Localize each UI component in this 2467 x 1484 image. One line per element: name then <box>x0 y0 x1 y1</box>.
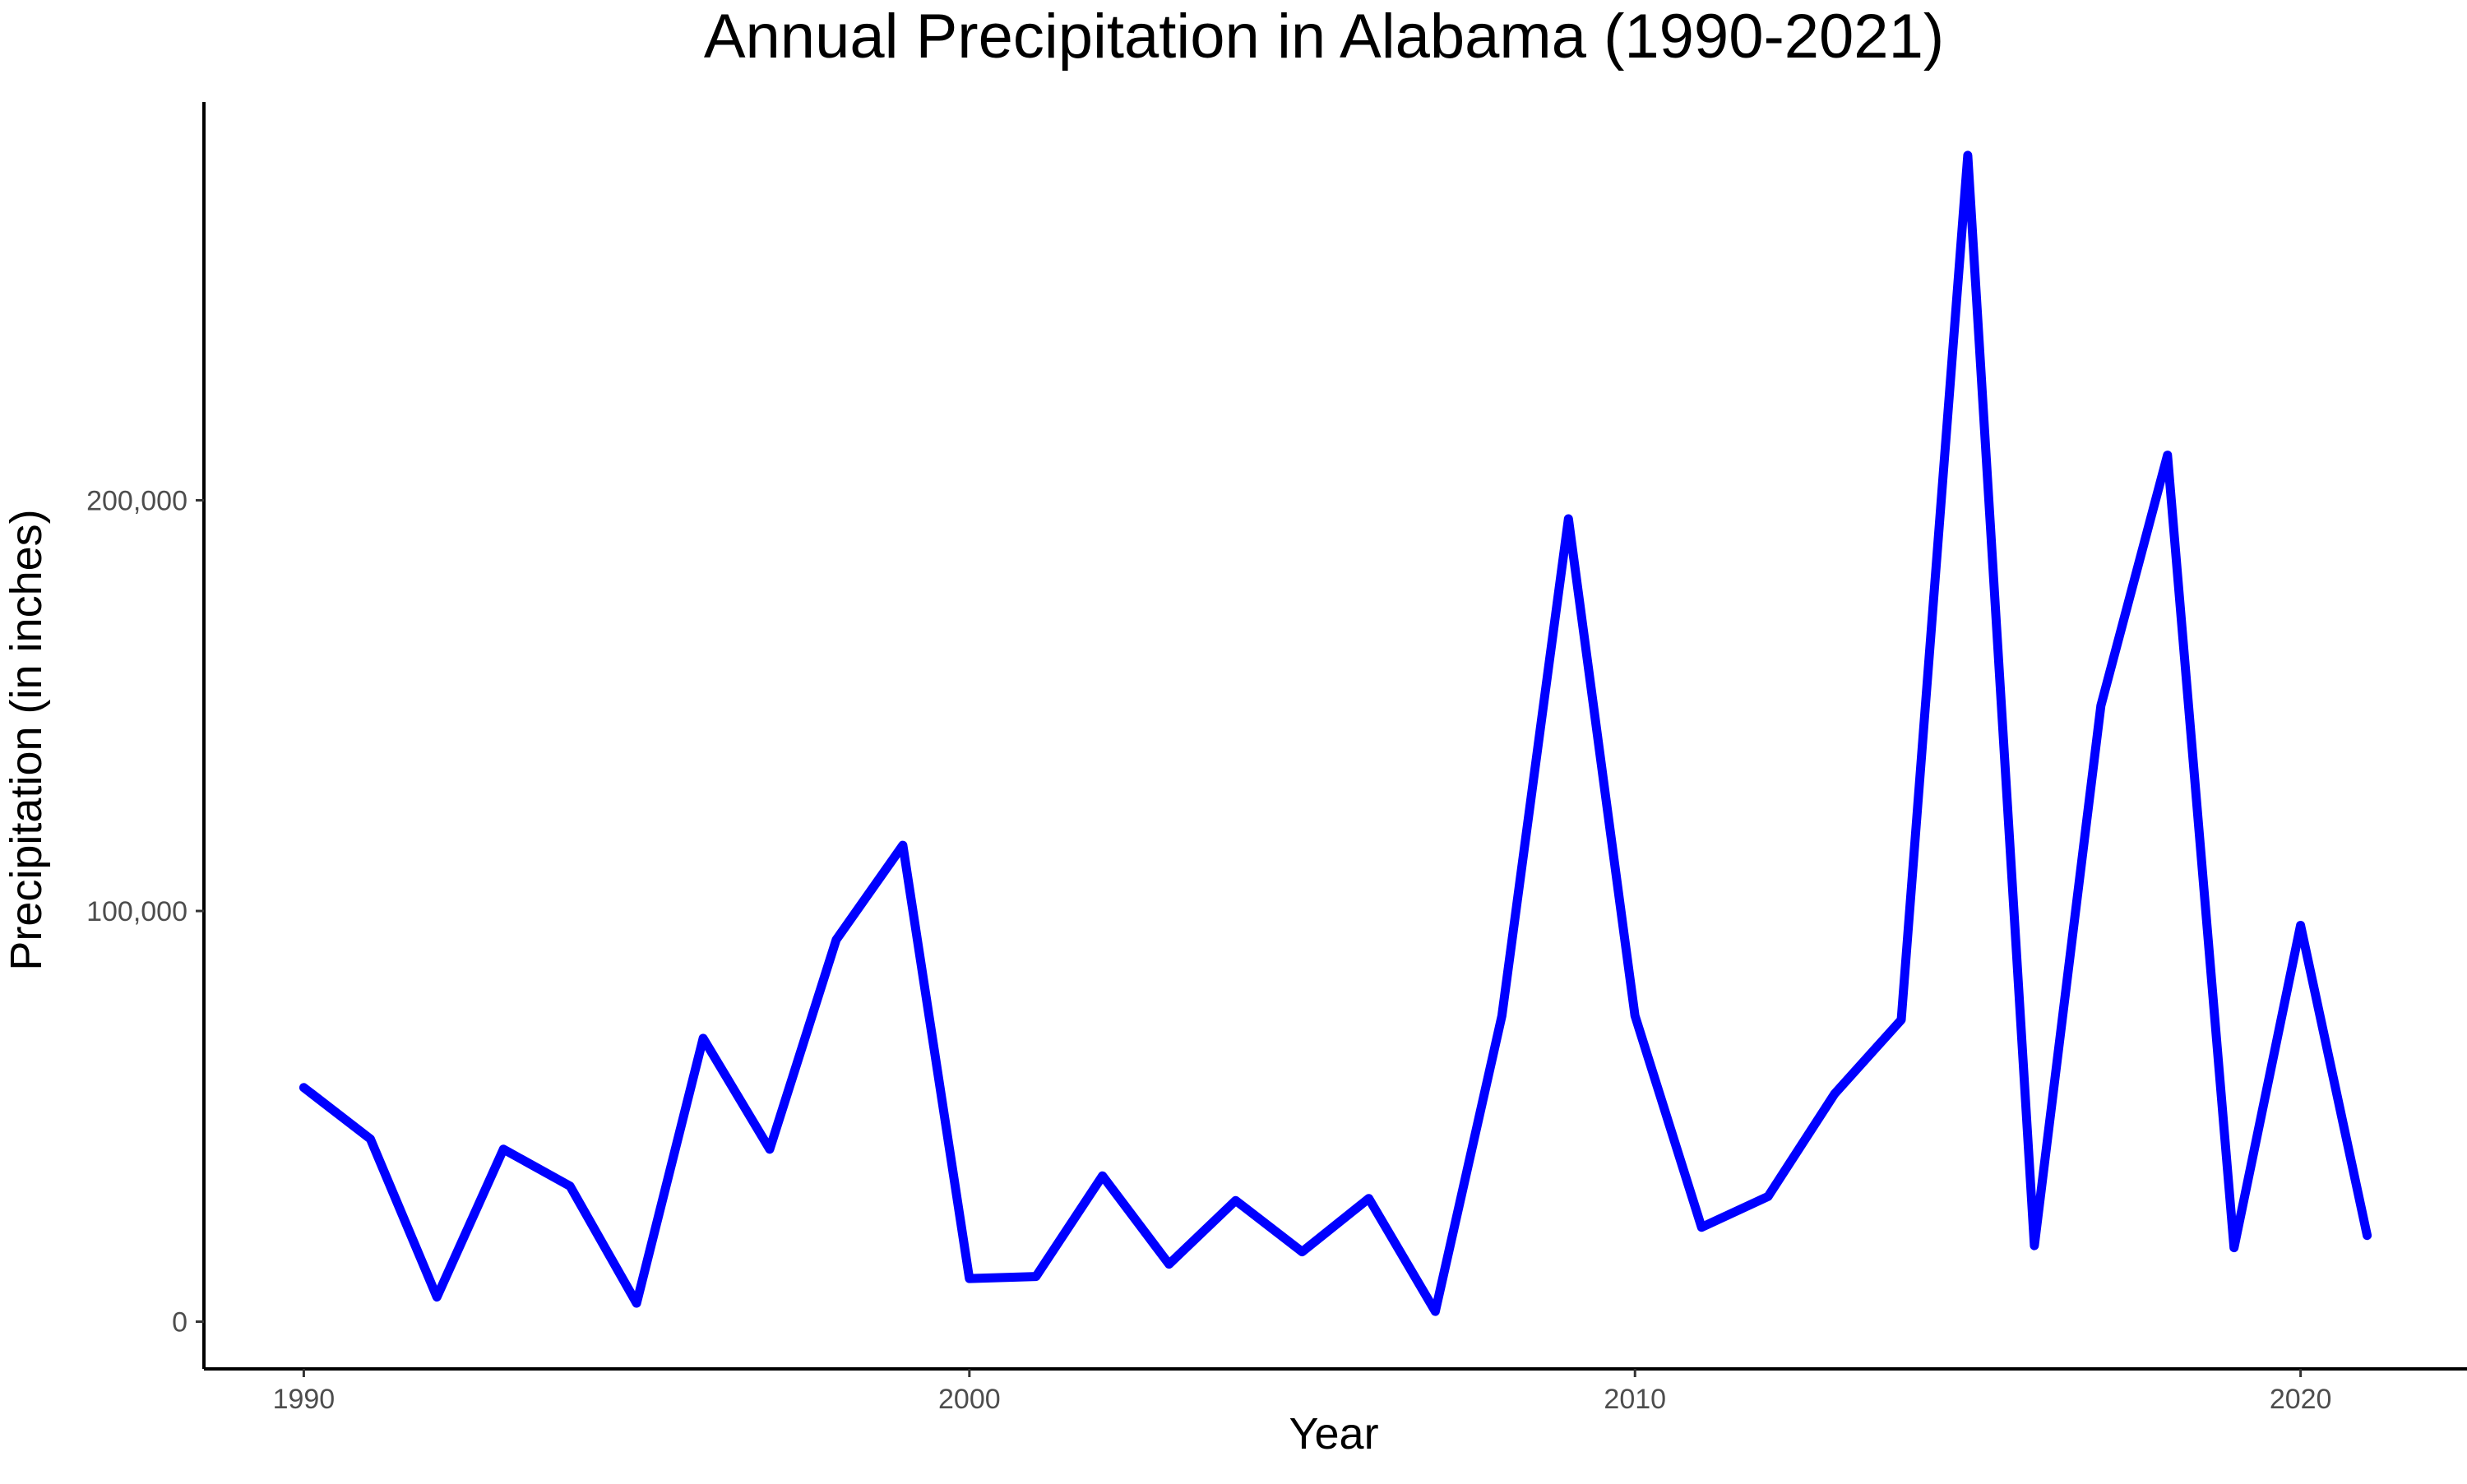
y-axis-title: Precipitation (in inches) <box>2 509 51 970</box>
x-tick-label: 2000 <box>938 1384 1001 1415</box>
data-point <box>2165 453 2170 458</box>
data-point <box>1499 1013 1504 1018</box>
x-tick-label: 2010 <box>1604 1384 1666 1415</box>
data-point <box>834 937 839 942</box>
data-point <box>2365 1233 2370 1238</box>
data-point <box>1899 1017 1904 1022</box>
data-point <box>1766 1194 1770 1199</box>
data-point <box>900 843 905 848</box>
y-tick-label: 100,000 <box>86 896 187 927</box>
x-axis-title: Year <box>1289 1409 1378 1459</box>
series-lines <box>299 150 2372 1316</box>
data-point <box>1366 1196 1371 1201</box>
data-point <box>1832 1091 1837 1096</box>
data-point <box>2232 1246 2237 1251</box>
data-point <box>567 1184 572 1189</box>
data-point <box>1566 516 1571 521</box>
data-point <box>1433 1309 1437 1314</box>
series-line <box>299 150 2372 1316</box>
data-point <box>1632 1013 1637 1018</box>
data-point <box>1034 1274 1039 1279</box>
axis-ticks: 0 100,000 200,000 1990 2000 2010 2020 <box>86 486 2331 1415</box>
data-point <box>701 1036 706 1041</box>
data-points <box>301 153 2369 1314</box>
x-tick-label: 1990 <box>273 1384 336 1415</box>
chart-title: Annual Precipitation in Alabama (1990-20… <box>704 2 1944 72</box>
data-point <box>2099 703 2104 708</box>
data-point <box>434 1295 439 1300</box>
y-tick-label: 0 <box>172 1307 187 1338</box>
data-point <box>767 1147 772 1152</box>
axes <box>202 102 2467 1371</box>
data-point <box>1300 1250 1305 1255</box>
data-point <box>1234 1198 1238 1203</box>
data-point <box>1965 153 1970 158</box>
data-point <box>501 1147 506 1152</box>
data-point <box>1699 1225 1704 1230</box>
data-point <box>2298 923 2303 928</box>
data-point <box>301 1085 306 1090</box>
data-point <box>1100 1173 1105 1178</box>
data-point <box>1167 1262 1172 1267</box>
data-point <box>368 1136 373 1141</box>
y-tick-label: 200,000 <box>86 486 187 517</box>
data-point <box>967 1276 972 1281</box>
x-tick-label: 2020 <box>2270 1384 2332 1415</box>
data-point <box>2032 1243 2037 1248</box>
data-point <box>634 1301 639 1306</box>
